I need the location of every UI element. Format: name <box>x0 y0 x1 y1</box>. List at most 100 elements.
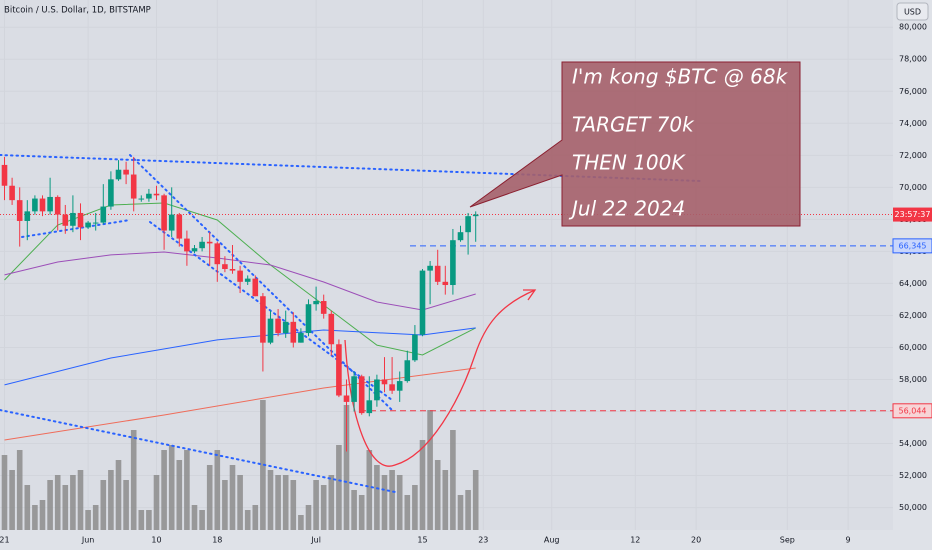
candle-body <box>115 169 122 180</box>
candle-body <box>222 264 228 270</box>
volume-bar <box>328 475 335 530</box>
trendline <box>21 219 131 238</box>
candle-body <box>412 334 418 361</box>
candle-body <box>472 214 479 217</box>
candle-body <box>427 265 433 271</box>
x-tick-label: Sep <box>780 536 795 545</box>
volume-bar <box>244 510 251 530</box>
volume-bar <box>237 475 243 530</box>
annotation: THEN 100K <box>572 151 686 175</box>
volume-bar <box>77 470 84 530</box>
price-axis <box>893 0 932 550</box>
candle-body <box>336 344 342 396</box>
candles <box>1 156 479 452</box>
volume-bar <box>252 505 259 530</box>
volume-bar <box>54 475 61 530</box>
y-tick-label: 54,000 <box>899 439 927 448</box>
volume-bar <box>108 470 114 530</box>
candle-body <box>100 206 107 223</box>
candle-body <box>32 198 38 212</box>
volume-bar <box>138 510 145 530</box>
candle-body <box>290 321 297 343</box>
volume <box>1 400 479 530</box>
volume-bar <box>92 505 99 530</box>
volume-bar <box>161 450 167 530</box>
x-tick-label: 10 <box>151 536 161 545</box>
volume-bar <box>214 450 221 530</box>
y-tick-label: 58,000 <box>899 375 927 384</box>
candle-body <box>161 195 167 231</box>
candle-body <box>366 400 373 414</box>
candle-body <box>85 222 91 228</box>
x-tick-label: 15 <box>417 536 427 545</box>
candle-body <box>184 238 190 252</box>
volume-bar <box>191 505 198 530</box>
candle-body <box>54 196 61 215</box>
price-line-label: 56,044 <box>899 406 927 415</box>
currency-button[interactable] <box>896 2 929 21</box>
candle-body <box>108 179 114 207</box>
volume-bar <box>123 480 129 530</box>
candle-body <box>305 304 312 334</box>
volume-bar <box>16 450 23 530</box>
candle-body <box>244 278 251 282</box>
candle-body <box>9 185 15 201</box>
candle-body <box>328 313 335 345</box>
time-axis <box>0 530 893 550</box>
volume-bar <box>229 465 236 530</box>
candle-body <box>389 384 395 391</box>
candle-body <box>450 240 456 286</box>
candle-body <box>237 270 243 282</box>
volume-bar <box>313 480 319 530</box>
volume-bar <box>366 450 373 530</box>
volume-bar <box>1 455 8 530</box>
y-tick-label: 76,000 <box>899 87 927 96</box>
y-tick-label: 64,000 <box>899 279 927 288</box>
volume-bar <box>184 450 190 530</box>
volume-bar <box>442 470 449 530</box>
annotation: TARGET 70k <box>572 113 695 137</box>
volume-bar <box>267 470 274 530</box>
red-arrow <box>344 289 537 467</box>
volume-bar <box>24 485 31 530</box>
countdown-tag <box>893 207 932 222</box>
candle-body <box>77 212 84 228</box>
candle-body <box>24 211 31 221</box>
x-tick-label: Jun <box>81 536 95 545</box>
arrow-curve <box>344 289 536 467</box>
volume-bar <box>39 500 46 530</box>
candle-body <box>229 269 236 271</box>
volume-bar <box>9 470 15 530</box>
candle-body <box>191 248 198 252</box>
candle-body <box>47 196 53 212</box>
candle-body <box>320 301 327 314</box>
volume-bar <box>282 475 289 530</box>
axis-labels: 50,00052,00054,00056,00058,00060,00062,0… <box>0 23 932 545</box>
currency[interactable]: USD <box>904 8 921 17</box>
volume-bar <box>176 460 183 530</box>
candle-body <box>465 216 471 233</box>
volume-bar <box>358 495 365 530</box>
candle-body <box>313 301 319 305</box>
volume-bar <box>457 495 464 530</box>
y-tick-label: 80,000 <box>899 23 927 32</box>
volume-bar <box>472 470 479 530</box>
volume-bar <box>351 490 357 530</box>
volume-bar <box>305 505 312 530</box>
candle-body <box>70 212 76 226</box>
volume-bar <box>153 475 160 530</box>
volume-bar <box>70 475 76 530</box>
x-tick-label: Jul <box>310 536 321 545</box>
volume-bar <box>206 465 213 530</box>
y-tick-label: 74,000 <box>899 119 927 128</box>
volume-bar <box>62 485 69 530</box>
volume-bar <box>389 470 395 530</box>
volume-bar <box>374 465 380 530</box>
volume-bar <box>100 480 107 530</box>
y-tick-label: 50,000 <box>899 503 927 512</box>
candle-body <box>275 318 281 334</box>
candle-body <box>442 281 449 286</box>
volume-bar <box>298 515 304 530</box>
